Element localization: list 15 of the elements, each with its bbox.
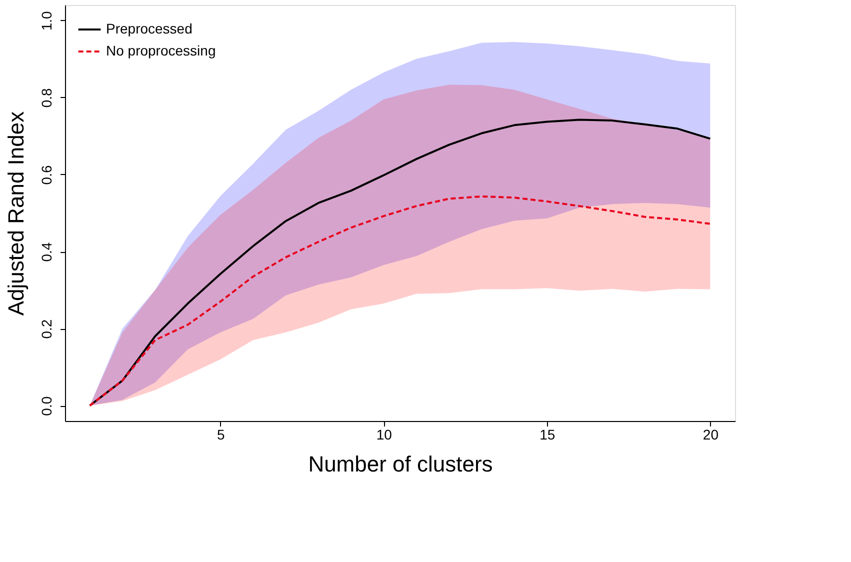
y-tick-label: 0.0 [38,396,54,416]
y-tick-label: 0.2 [38,319,54,339]
legend-label: Preprocessed [106,20,192,36]
x-tick-label: 10 [376,426,392,442]
y-tick-label: 0.8 [38,88,54,108]
y-tick-label: 1.0 [38,10,54,31]
y-tick-label: 0.6 [38,165,54,185]
x-tick-label: 15 [540,426,556,442]
x-tick-label: 5 [217,426,226,442]
legend-label: No proprocessing [106,42,216,58]
line-series [88,195,712,407]
y-axis-title: Adjusted Rand Index [4,111,28,316]
y-tick-label: 0.4 [38,242,54,262]
x-axis-title: Number of clusters [308,452,493,476]
x-tick-label: 20 [702,426,719,442]
